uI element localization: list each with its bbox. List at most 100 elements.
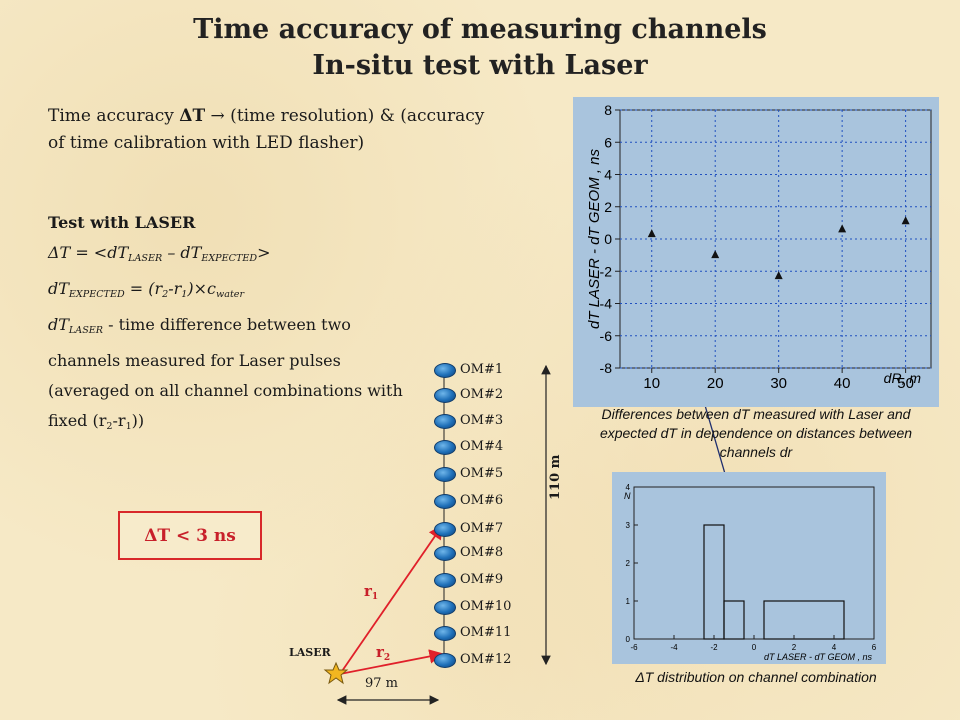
hist-x-tick-label: 6 (872, 643, 877, 652)
om-module-icon (434, 522, 456, 537)
delta-t-symbol: ΔT (179, 106, 206, 126)
y-tick-label: -2 (600, 263, 613, 279)
laser-icon (323, 661, 349, 685)
data-point (901, 216, 910, 225)
y-tick-label: -6 (600, 328, 613, 344)
y-tick-label: 6 (604, 134, 612, 150)
formula1-sub2: EXPECTED (201, 253, 258, 264)
r2-sub: 2 (383, 653, 391, 663)
line6-d: 1 (125, 421, 132, 432)
om-label: OM#4 (460, 439, 504, 454)
om-label: OM#11 (460, 625, 512, 640)
r1-label: r1 (364, 582, 378, 602)
hist-x-axis-label: dT LASER - dT GEOM , ns (764, 652, 873, 662)
line6-c: -r (112, 411, 126, 430)
horizontal-distance-label: 97 m (365, 676, 399, 691)
data-point (711, 250, 720, 259)
histogram-bar (763, 600, 845, 640)
om-module-icon (434, 388, 456, 403)
data-point (774, 271, 783, 280)
x-axis-label: dR, m (884, 370, 922, 386)
y-tick-label: 0 (604, 231, 612, 247)
hist-x-tick-label: 0 (752, 643, 757, 652)
hist-y-tick-label: 3 (626, 521, 631, 530)
y-tick-label: 2 (604, 199, 612, 215)
title-line-1: Time accuracy of measuring channels (193, 14, 767, 45)
test-heading: Test with LASER (48, 213, 196, 232)
intro-text-2: (time resolution) & (accuracy (224, 106, 485, 126)
om-module-icon (434, 626, 456, 641)
x-tick-label: 20 (707, 375, 724, 392)
r1-line (339, 524, 444, 675)
r1-sub: 1 (371, 592, 379, 602)
om-module-icon (434, 600, 456, 615)
hist-y-axis-label: N (624, 491, 631, 501)
om-module-icon (434, 363, 456, 378)
om-module-icon (434, 573, 456, 588)
om-module-icon (434, 494, 456, 509)
intro-text-1: Time accuracy (48, 106, 180, 126)
hist-frame (633, 486, 875, 640)
formula-delta-t: ΔT = <dTLASER – dTEXPECTED> (48, 238, 428, 274)
result-box: ΔT < 3 ns (118, 511, 262, 560)
om-module-icon (434, 440, 456, 455)
om-label: OM#3 (460, 413, 504, 428)
intro-paragraph: Time accuracy ΔT → (time resolution) & (… (48, 103, 518, 157)
x-tick-label: 30 (770, 375, 787, 392)
formula2-f: )×c (187, 279, 217, 298)
hist-y-tick-label: 1 (626, 597, 631, 606)
formula1-end: > (257, 243, 271, 262)
om-label: OM#2 (460, 387, 504, 402)
x-tick-label: 10 (643, 375, 660, 392)
line6-a: fixed (r (48, 411, 107, 430)
r2-text: r (376, 643, 384, 661)
om-module-icon (434, 653, 456, 668)
formula-dt-expected: dTEXPECTED = (r2-r1)×cwater (48, 274, 428, 310)
formula2-sub: EXPECTED (68, 289, 125, 300)
hist-y-tick-label: 0 (626, 635, 631, 644)
line6-e: )) (131, 411, 145, 430)
r2-label: r2 (376, 643, 390, 663)
r1-text: r (364, 582, 372, 600)
line3-a: dT (48, 315, 69, 334)
data-point (647, 229, 656, 238)
om-label: OM#10 (460, 599, 512, 614)
om-label: OM#1 (460, 362, 504, 377)
om-label: OM#12 (460, 652, 512, 667)
y-tick-label: -4 (600, 296, 613, 312)
vertical-distance-label: 110 m (548, 454, 563, 500)
test-section: Test with LASER ΔT = <dTLASER – dTEXPECT… (48, 208, 428, 442)
hist-x-tick-label: -2 (710, 643, 718, 652)
hist-x-tick-label: 4 (832, 643, 837, 652)
hist-x-tick-label: -4 (670, 643, 678, 652)
y-tick-label: -8 (600, 360, 613, 376)
title-line-2: In-situ test with Laser (312, 50, 648, 81)
intro-text-3: of time calibration with LED flasher) (48, 133, 365, 153)
om-label: OM#8 (460, 545, 504, 560)
scatter-chart-panel: 10 20 30 40 50 8 6 4 2 0 -2 -4 -6 -8 dT LASER - dT GEO… (573, 97, 939, 407)
line3-sub: LASER (68, 325, 104, 336)
formula2-d: -r (168, 279, 182, 298)
scatter-caption: Differences between dT measured with Las… (599, 406, 913, 460)
hist-x-tick-label: 2 (792, 643, 797, 652)
om-label: OM#7 (460, 521, 504, 536)
formula2-e: 1 (181, 289, 188, 300)
om-label: OM#5 (460, 466, 504, 481)
x-tick-label: 50 (897, 375, 914, 392)
formula2-b: = (r (124, 279, 163, 298)
y-axis-label: dT LASER - dT GEOM , ns (586, 148, 603, 329)
arrow-icon: → (210, 106, 225, 126)
hist-caption-symbol: ΔT (635, 669, 654, 685)
r2-line (339, 649, 444, 675)
line4: channels measured for Laser pulses (48, 351, 341, 370)
formula2-c: 2 (162, 289, 169, 300)
hist-y-tick-label: 2 (626, 559, 631, 568)
formula1-sub1: LASER (128, 253, 163, 264)
line5: (averaged on all channel combinations wi… (48, 381, 403, 400)
om-label: OM#6 (460, 493, 504, 508)
histogram-caption: ΔT distribution on channel combination (586, 668, 926, 687)
formula2-g: water (216, 289, 245, 300)
line3-b: - time difference between two (103, 315, 351, 334)
